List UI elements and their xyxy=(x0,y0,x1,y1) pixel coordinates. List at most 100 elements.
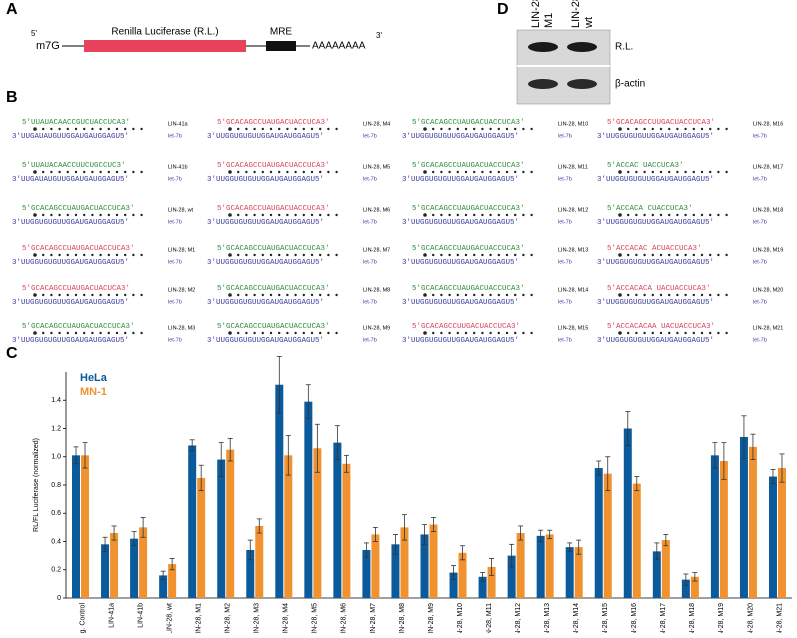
pair-dot xyxy=(302,253,305,257)
pair-dot xyxy=(489,170,492,174)
error-bar xyxy=(509,543,515,568)
pair-dot xyxy=(286,213,289,217)
bar xyxy=(81,455,90,598)
pair-dot xyxy=(643,331,646,335)
x-tick-label: LIN-41b xyxy=(137,603,144,628)
x-tick-label: LIN-28, wt xyxy=(166,603,173,633)
error-bar xyxy=(276,356,282,414)
pair-dot xyxy=(692,170,695,174)
pair-dot xyxy=(107,127,111,131)
error-bar xyxy=(401,514,407,541)
pair-dot xyxy=(228,127,232,131)
pair-dot xyxy=(448,331,451,335)
bar xyxy=(603,473,612,598)
lane-label: LIN-28 xyxy=(530,0,542,28)
bar xyxy=(516,533,525,598)
pair-dot xyxy=(58,331,61,335)
bar xyxy=(507,555,516,598)
pair-dot xyxy=(618,213,622,217)
mirna-label: let-7b xyxy=(558,133,572,139)
bar xyxy=(362,549,371,598)
pair-dot xyxy=(700,331,704,335)
bar xyxy=(313,448,322,598)
pair-dot xyxy=(456,170,459,174)
pair-dot xyxy=(627,253,630,257)
pair-dot xyxy=(635,170,638,174)
construct-label: LIN-28, M12 xyxy=(558,207,588,213)
bar xyxy=(304,401,313,598)
pair-dot xyxy=(659,331,663,335)
bar xyxy=(565,547,574,598)
seq-bottom: 3'UUGGUGUGUUGGAUGAUGGAGU5' xyxy=(207,176,324,184)
pair-dot xyxy=(717,293,720,297)
pair-dot xyxy=(489,293,492,297)
pair-dot xyxy=(676,127,679,131)
x-label-group: LIN-28, M14 xyxy=(573,603,580,638)
pair-dot xyxy=(261,127,264,131)
pair-dot xyxy=(440,127,443,131)
x-label-group: LIN-28, M11 xyxy=(486,603,493,638)
pair-dot xyxy=(50,127,53,131)
pair-dot xyxy=(448,253,451,257)
pair-dot xyxy=(335,170,338,174)
pair-dot xyxy=(319,170,322,174)
pair-dot xyxy=(432,293,435,297)
pair-dot xyxy=(668,331,671,335)
pair-dot xyxy=(651,331,654,335)
seq-bottom: 3'UUGGUGUGUUGGAUGAUGGAGU5' xyxy=(12,299,129,307)
pair-dot xyxy=(261,213,264,217)
seq-top: 5'GCACAGCCUAUGACUACCUCA3' xyxy=(412,119,525,127)
pair-dot xyxy=(74,213,78,217)
pair-dot xyxy=(294,127,297,131)
pair-dot xyxy=(432,253,435,257)
bar xyxy=(748,446,757,598)
bar xyxy=(661,540,670,598)
seq-top: 5'GCACAGCCUAUGACUACCUCA3' xyxy=(412,205,525,213)
pair-dot xyxy=(302,331,305,335)
pair-dot xyxy=(228,170,232,174)
pair-dot xyxy=(237,253,240,257)
x-tick-label: LIN-28, M15 xyxy=(602,603,609,633)
error-bar xyxy=(73,446,79,465)
pair-dot xyxy=(327,253,330,257)
seq-top: 5'UUAUACAACCGUCUACCUCA3' xyxy=(22,119,130,127)
band xyxy=(528,42,558,52)
pair-dot xyxy=(99,253,102,257)
pair-dot xyxy=(522,127,525,131)
seq-bottom: 3'UUGGUGUGUUGGAUGAUGGAGU5' xyxy=(402,337,519,345)
five-prime: 5' xyxy=(31,29,37,38)
bar xyxy=(197,477,206,598)
pair-dot xyxy=(83,213,86,217)
pair-dot xyxy=(107,213,111,217)
pair-dot xyxy=(253,293,256,297)
x-tick-label: LIN-28, M21 xyxy=(776,603,783,633)
pair-dot xyxy=(269,331,273,335)
pair-dot xyxy=(456,293,459,297)
pair-dot xyxy=(124,253,127,257)
seq-top: 5'ACCACACA UACUACCUCA3' xyxy=(607,285,711,293)
legend-label: MN-1 xyxy=(80,386,107,398)
pair-dot xyxy=(684,127,687,131)
pair-dot xyxy=(717,331,720,335)
construct-label: LIN-28, M9 xyxy=(363,325,390,331)
x-tick-label: LIN-28, M19 xyxy=(718,603,725,633)
pair-dot xyxy=(327,331,330,335)
error-bar xyxy=(198,464,204,492)
pair-dot xyxy=(448,293,451,297)
pair-dot xyxy=(530,293,533,297)
pair-dot xyxy=(286,253,289,257)
pair-dot xyxy=(627,170,630,174)
x-tick-label: LIN-28, M20 xyxy=(747,603,754,633)
mirna-label: let-7b xyxy=(558,219,572,225)
error-bar xyxy=(518,525,524,541)
pair-dot xyxy=(643,293,646,297)
seq-bottom: 3'UUGGUGUGUUGGAUGAUGGAGU5' xyxy=(402,219,519,227)
x-tick-label: LIN-28, M2 xyxy=(225,603,232,633)
seq-bottom: 3'UUGGUGUGUUGGAUGAUGGAGU5' xyxy=(597,219,714,227)
bar xyxy=(777,468,786,598)
error-bar xyxy=(750,433,756,460)
pair-dot xyxy=(99,170,102,174)
pair-dot xyxy=(319,331,322,335)
error-bar xyxy=(169,558,175,571)
pair-dot xyxy=(83,331,86,335)
